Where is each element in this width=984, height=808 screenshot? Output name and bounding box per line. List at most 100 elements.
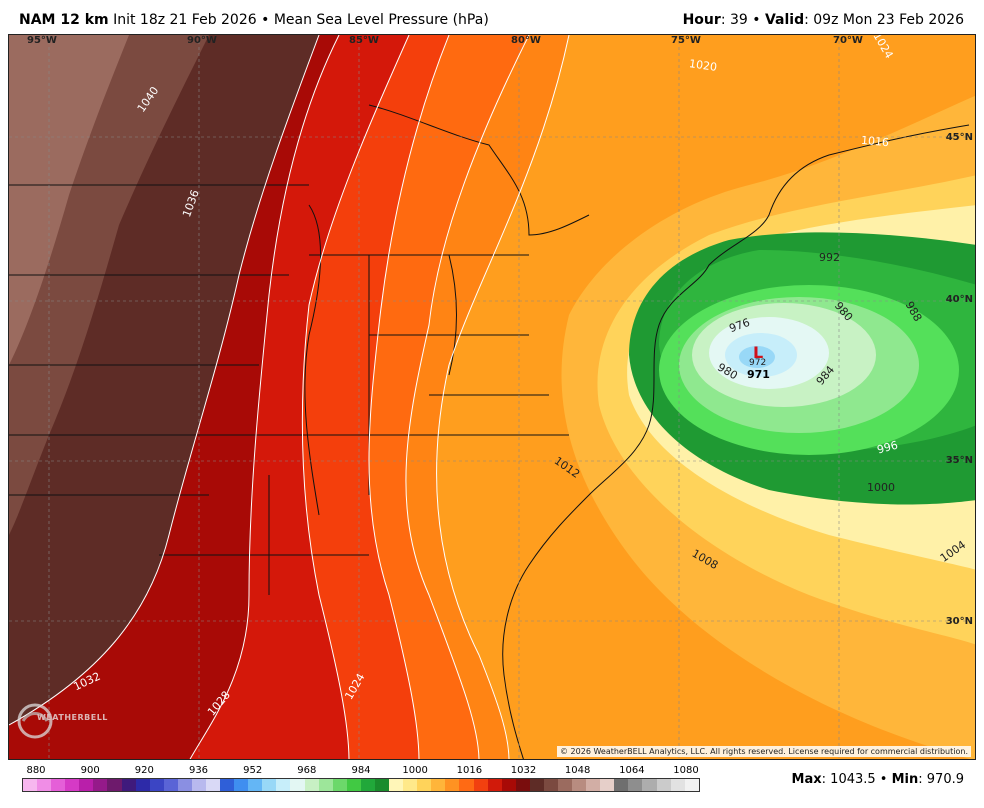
init-time: Init 18z 21 Feb 2026 (113, 12, 257, 28)
colorbar-swatch (417, 779, 432, 791)
colorbar-swatch (191, 779, 207, 791)
colorbar-swatch (93, 779, 108, 791)
model-name: NAM 12 km (19, 12, 109, 28)
colorbar-swatch (135, 779, 150, 791)
lon-label-75: 75°W (671, 35, 701, 46)
colorbar-swatch (177, 779, 192, 791)
colorbar-swatch (501, 779, 516, 791)
valid-label: Valid (764, 12, 805, 28)
colorbar-tick-label: 900 (80, 765, 100, 776)
lat-label-45: 45°N (945, 132, 973, 143)
colorbar-swatch (37, 779, 52, 791)
min-label: Min (891, 772, 919, 787)
min-value: : 970.9 (918, 772, 964, 787)
colorbar-swatch (290, 779, 305, 791)
lon-label-90: 90°W (187, 35, 217, 46)
hour-value: : 39 (720, 12, 748, 28)
colorbar-swatch (234, 779, 249, 791)
colorbar-tick-label: 952 (243, 765, 263, 776)
lon-label-80: 80°W (511, 35, 541, 46)
max-label: Max (791, 772, 822, 787)
isobar-label-1000: 1000 (867, 481, 895, 494)
colorbar-swatch (487, 779, 502, 791)
colorbar-swatch (51, 779, 66, 791)
colorbar-tick-label: 984 (351, 765, 371, 776)
colorbar-swatch (403, 779, 418, 791)
colorbar-swatch (656, 779, 671, 791)
colorbar-tick-label: 920 (134, 765, 154, 776)
colorbar-swatch (23, 779, 38, 791)
colorbar-tick-label: 1064 (619, 765, 645, 776)
isobar-label-972: 972 (749, 358, 767, 368)
colorbar-swatch (586, 779, 601, 791)
lat-label-35: 35°N (945, 455, 973, 466)
copyright-notice: © 2026 WeatherBELL Analytics, LLC. All r… (557, 746, 971, 757)
colorbar-swatch (163, 779, 178, 791)
colorbar-swatch (473, 779, 488, 791)
header-right: Hour: 39 • Valid: 09z Mon 23 Feb 2026 (683, 12, 964, 28)
colorbar-swatch (515, 779, 530, 791)
colorbar-swatch (360, 779, 375, 791)
colorbar-swatch (276, 779, 291, 791)
colorbar-swatch (332, 779, 347, 791)
separator: • (261, 12, 270, 28)
colorbar-swatch (65, 779, 80, 791)
separator-2: • (752, 12, 761, 28)
low-center-value: 971 (747, 368, 770, 381)
colorbar-swatch (374, 779, 390, 791)
colorbar-swatch (572, 779, 587, 791)
colorbar-tick-label: 1048 (564, 765, 591, 776)
colorbar (22, 778, 700, 792)
max-value: : 1043.5 (821, 772, 876, 787)
colorbar-swatch (346, 779, 361, 791)
colorbar-tick-label: 880 (26, 765, 46, 776)
colorbar-swatch (262, 779, 277, 791)
lon-label-95: 95°W (27, 35, 57, 46)
colorbar-tick-label: 968 (297, 765, 317, 776)
colorbar-tick-label: 1032 (510, 765, 537, 776)
colorbar-swatch (543, 779, 558, 791)
colorbar-swatch (389, 779, 404, 791)
isobar-label-992: 992 (819, 251, 840, 264)
lat-label-30: 30°N (945, 616, 973, 627)
colorbar-swatch (529, 779, 544, 791)
colorbar-swatch (670, 779, 685, 791)
colorbar-swatch (107, 779, 122, 791)
pressure-map[interactable]: 95°W 90°W 85°W 80°W 75°W 70°W 45°N 40°N … (8, 34, 976, 760)
valid-value: : 09z Mon 23 Feb 2026 (804, 12, 964, 28)
colorbar-swatch (248, 779, 263, 791)
colorbar-tick-label: 936 (188, 765, 209, 776)
colorbar-tick-label: 1000 (402, 765, 428, 776)
colorbar-swatch (459, 779, 474, 791)
isobars (9, 35, 570, 759)
colorbar-swatch (304, 779, 319, 791)
colorbar-swatch (206, 779, 221, 791)
map-svg (9, 35, 975, 759)
colorbar-swatch (220, 779, 235, 791)
lon-label-85: 85°W (349, 35, 379, 46)
low-pressure-symbol: L (753, 343, 764, 362)
bullet: • (879, 772, 888, 787)
colorbar-swatch (628, 779, 643, 791)
colorbar-swatch (557, 779, 573, 791)
hour-label: Hour (682, 12, 721, 28)
colorbar-swatch (318, 779, 333, 791)
colorbar-swatch (614, 779, 629, 791)
band-971 (739, 346, 775, 368)
header-left: NAM 12 km Init 18z 21 Feb 2026 • Mean Se… (19, 12, 489, 28)
colorbar-swatch (431, 779, 446, 791)
lon-label-70: 70°W (833, 35, 863, 46)
field-name: Mean Sea Level Pressure (hPa) (273, 12, 489, 28)
colorbar-swatch (149, 779, 164, 791)
weatherbell-logo: WEATHERBELL (15, 701, 107, 741)
colorbar-swatch (642, 779, 657, 791)
band-1040-core (9, 35, 129, 365)
colorbar-tick-label: 1080 (673, 765, 699, 776)
colorbar-swatch (684, 779, 699, 791)
isobar-label-1016: 1016 (860, 133, 890, 150)
colorbar-swatch (121, 779, 136, 791)
colorbar-tick-label: 1016 (456, 765, 483, 776)
colorbar-swatch (79, 779, 94, 791)
graticule (9, 35, 975, 759)
max-min-readout: Max: 1043.5 • Min: 970.9 (792, 772, 964, 787)
